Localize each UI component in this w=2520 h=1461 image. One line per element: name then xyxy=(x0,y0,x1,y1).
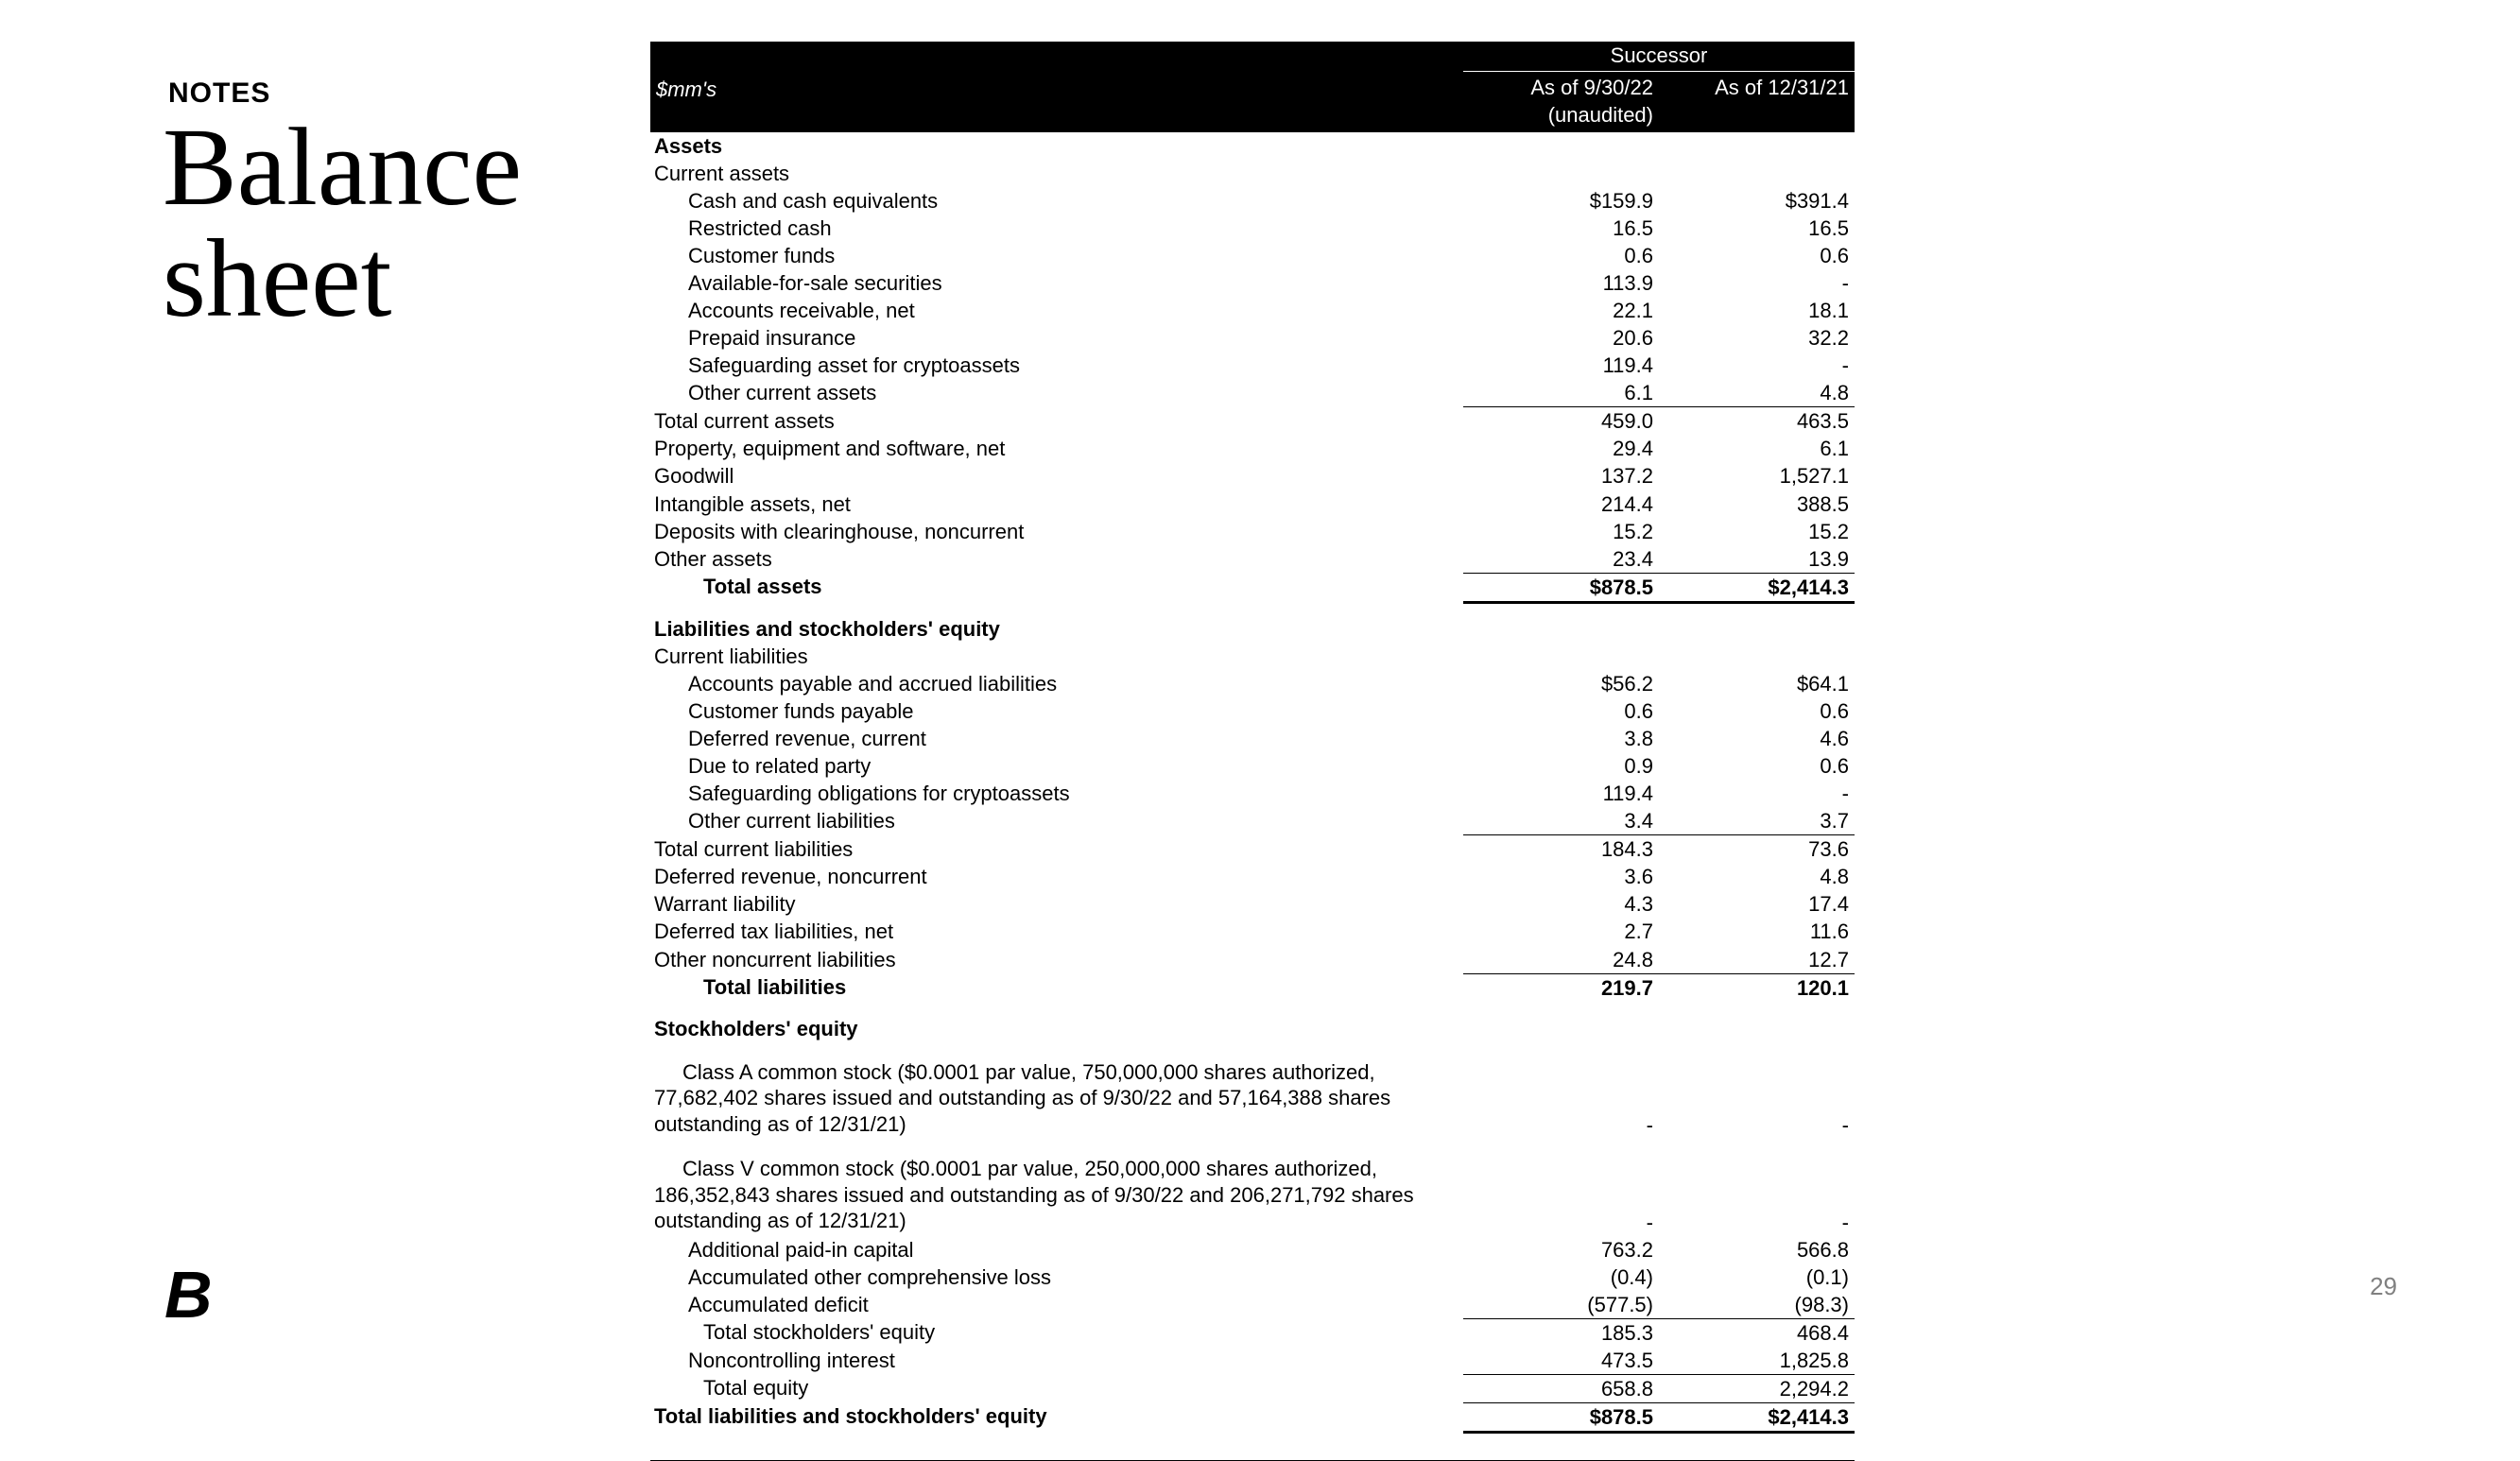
table-row: Accumulated other comprehensive loss(0.4… xyxy=(650,1263,1855,1291)
table-row: Other current assets6.14.8 xyxy=(650,379,1855,407)
table-row: Additional paid-in capital763.2566.8 xyxy=(650,1236,1855,1263)
table-row: Deposits with clearinghouse, noncurrent1… xyxy=(650,518,1855,545)
table-row: Warrant liability4.317.4 xyxy=(650,890,1855,918)
header-col1: As of 9/30/22(unaudited) xyxy=(1463,72,1659,133)
section-assets: Assets xyxy=(650,132,1463,160)
table-row: Other assets23.413.9 xyxy=(650,545,1855,574)
table-row: Other current liabilities3.43.7 xyxy=(650,807,1855,835)
table-row: Restricted cash16.516.5 xyxy=(650,215,1855,242)
table-row: Accumulated deficit(577.5)(98.3) xyxy=(650,1291,1855,1319)
table-row: Property, equipment and software, net29.… xyxy=(650,435,1855,462)
table-row: Customer funds payable0.60.6 xyxy=(650,697,1855,725)
table-row: Deferred revenue, current3.84.6 xyxy=(650,725,1855,752)
table-row: Other noncurrent liabilities24.812.7 xyxy=(650,946,1855,974)
table-row: Deferred tax liabilities, net2.711.6 xyxy=(650,918,1855,945)
header-successor: Successor xyxy=(1463,42,1855,72)
section-current-assets: Current assets xyxy=(650,160,1463,187)
page-title: Balance sheet xyxy=(163,112,522,335)
table-row: Class A common stock ($0.0001 par value,… xyxy=(650,1056,1855,1140)
table-row: Goodwill137.21,527.1 xyxy=(650,462,1855,490)
table-row: Deferred revenue, noncurrent3.64.8 xyxy=(650,863,1855,890)
header-units: $mm's xyxy=(650,42,1463,132)
page-number: 29 xyxy=(2370,1272,2397,1301)
table-row: Total assets$878.5$2,414.3 xyxy=(650,573,1855,602)
table-row: Total current assets459.0463.5 xyxy=(650,407,1855,436)
section-current-liabilities: Current liabilities xyxy=(650,643,1463,670)
table-row: Due to related party0.90.6 xyxy=(650,752,1855,780)
table-row: Safeguarding obligations for cryptoasset… xyxy=(650,780,1855,807)
table-row: Available-for-sale securities113.9- xyxy=(650,269,1855,297)
table-row: Accounts receivable, net22.118.1 xyxy=(650,297,1855,324)
title-line-1: Balance xyxy=(163,105,522,229)
table-row: Total liabilities219.7120.1 xyxy=(650,973,1855,1002)
section-liabilities: Liabilities and stockholders' equity xyxy=(650,615,1463,643)
table-row: Class V common stock ($0.0001 par value,… xyxy=(650,1152,1855,1236)
table-row: Accounts payable and accrued liabilities… xyxy=(650,670,1855,697)
table-row: Safeguarding asset for cryptoassets119.4… xyxy=(650,352,1855,379)
table-row: Total current liabilities184.373.6 xyxy=(650,835,1855,864)
balance-sheet-table: $mm's Successor As of 9/30/22(unaudited)… xyxy=(650,42,1855,1461)
header-col2: As of 12/31/21 xyxy=(1659,72,1855,133)
table-row: Customer funds0.60.6 xyxy=(650,242,1855,269)
table-row: Total equity658.82,294.2 xyxy=(650,1374,1855,1402)
table-row: Total stockholders' equity185.3468.4 xyxy=(650,1318,1855,1347)
logo: B xyxy=(164,1257,213,1332)
section-stockholders-equity: Stockholders' equity xyxy=(650,1015,1463,1042)
title-line-2: sheet xyxy=(163,216,391,340)
table-row: Intangible assets, net214.4388.5 xyxy=(650,490,1855,518)
table-row: Noncontrolling interest473.51,825.8 xyxy=(650,1347,1855,1375)
table-row: Prepaid insurance20.632.2 xyxy=(650,324,1855,352)
table-row: Cash and cash equivalents$159.9$391.4 xyxy=(650,187,1855,215)
